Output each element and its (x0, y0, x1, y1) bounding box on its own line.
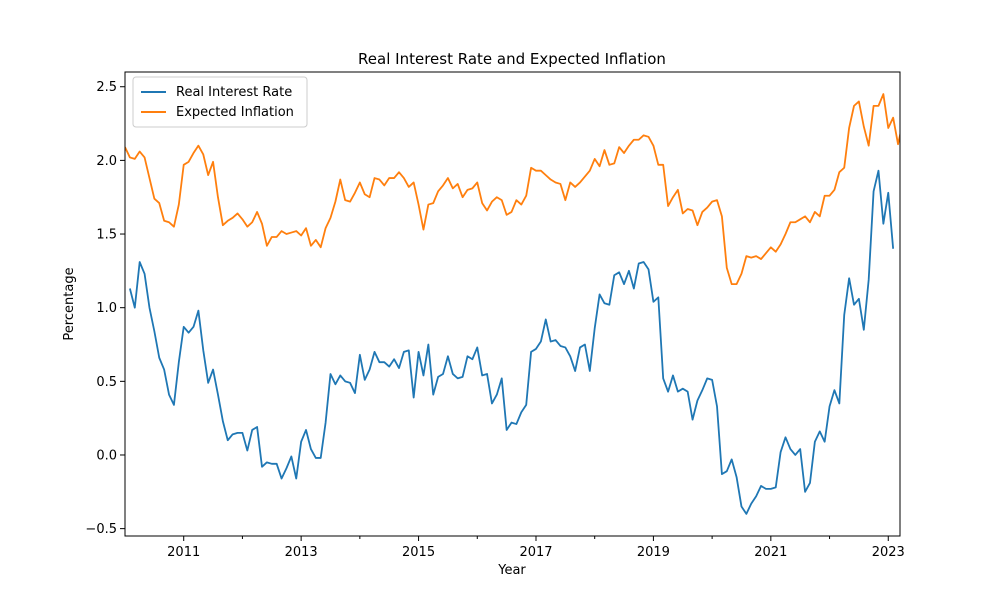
x-tick-label: 2013 (285, 545, 318, 560)
plot-frame (124, 71, 901, 537)
legend-box (132, 76, 308, 128)
x-tick-label: 2017 (519, 545, 552, 560)
y-tick-label: 2.5 (96, 80, 117, 95)
y-tick-label: 1.0 (96, 301, 117, 316)
legend-label-real-interest-rate: Real Interest Rate (176, 85, 292, 100)
plot-area (125, 93, 900, 515)
y-axis: −0.5 0.0 0.5 1.0 1.5 2.0 2.5 (85, 80, 125, 537)
y-tick-label: 0.0 (96, 448, 117, 463)
y-tick-label: 0.5 (96, 375, 117, 390)
series-layer (125, 93, 900, 515)
series-line-real-interest-rate (129, 169, 895, 515)
x-axis-label: Year (497, 563, 526, 578)
x-tick-label: 2019 (637, 545, 670, 560)
y-tick-label: −0.5 (85, 522, 117, 537)
x-axis: 2011 2013 2015 2017 2019 2021 2023 (167, 536, 905, 560)
legend-label-expected-inflation: Expected Inflation (176, 105, 294, 120)
series-line-expected-inflation (125, 93, 900, 286)
x-tick-label: 2011 (167, 545, 200, 560)
x-tick-label: 2023 (872, 545, 905, 560)
y-axis-label: Percentage (62, 267, 77, 340)
legend: Real Interest Rate Expected Inflation (132, 76, 308, 128)
chart-title: Real Interest Rate and Expected Inflatio… (358, 50, 666, 68)
x-tick-label: 2021 (754, 545, 787, 560)
x-tick-label: 2015 (402, 545, 435, 560)
y-tick-label: 2.0 (96, 154, 117, 169)
y-tick-label: 1.5 (96, 228, 117, 243)
